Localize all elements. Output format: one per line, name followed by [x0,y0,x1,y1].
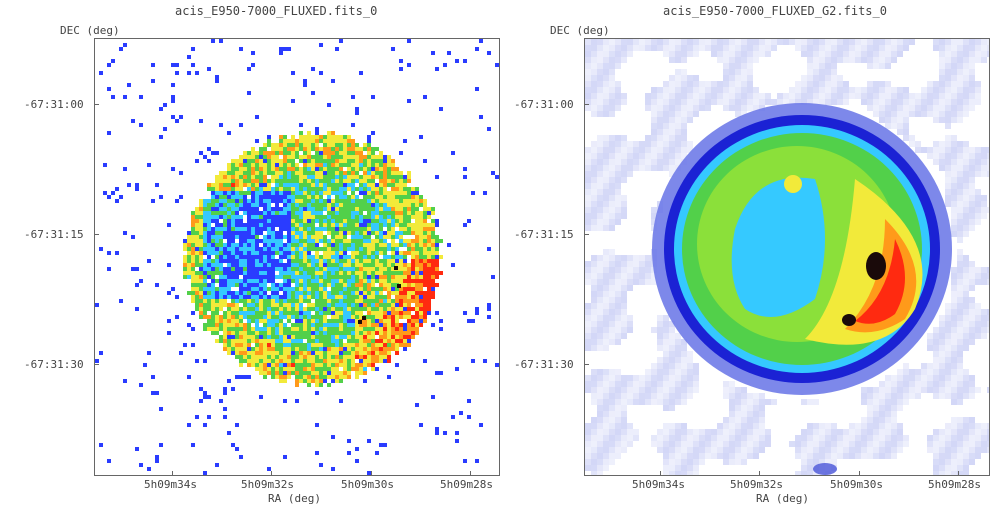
right-xtick-mark-2 [859,471,860,476]
right-ytick-mark-0 [584,104,589,105]
left-dec-tick-1: -67:31:15 [24,228,84,241]
left-ra-tick-2: 5h09m30s [341,478,394,491]
right-ra-axis-label: RA (deg) [756,492,809,505]
right-dec-tick-0: -67:31:00 [514,98,574,111]
right-ytick-mark-1 [584,234,589,235]
left-xtick-mark-1 [271,471,272,476]
left-dec-axis-label: DEC (deg) [60,24,120,37]
left-ra-axis-label: RA (deg) [268,492,321,505]
left-xtick-mark-3 [470,471,471,476]
left-dec-tick-0: -67:31:00 [24,98,84,111]
right-ra-tick-1: 5h09m32s [730,478,783,491]
right-xtick-mark-1 [759,471,760,476]
right-ra-tick-0: 5h09m34s [632,478,685,491]
right-image-frame[interactable] [584,38,990,476]
left-ytick-mark-1 [94,234,99,235]
left-xtick-mark-0 [172,471,173,476]
left-xray-image [95,39,499,475]
right-ra-tick-2: 5h09m30s [830,478,883,491]
right-ytick-mark-2 [584,364,589,365]
right-image-panel: acis_E950-7000_FLUXED_G2.fits_0 DEC (deg… [500,0,1000,514]
left-panel-title: acis_E950-7000_FLUXED.fits_0 [175,4,378,18]
left-image-frame[interactable] [94,38,500,476]
left-ra-tick-1: 5h09m32s [241,478,294,491]
right-panel-title: acis_E950-7000_FLUXED_G2.fits_0 [663,4,887,18]
left-dec-tick-2: -67:31:30 [24,358,84,371]
right-dec-axis-label: DEC (deg) [550,24,610,37]
right-ra-tick-3: 5h09m28s [928,478,981,491]
right-xtick-mark-0 [660,471,661,476]
right-dec-tick-2: -67:31:30 [514,358,574,371]
left-image-panel: acis_E950-7000_FLUXED.fits_0 DEC (deg) -… [24,4,500,505]
left-ra-tick-0: 5h09m34s [144,478,197,491]
left-xtick-mark-2 [371,471,372,476]
left-ytick-mark-2 [94,364,99,365]
right-xray-image-smoothed [585,39,989,475]
right-xtick-mark-3 [958,471,959,476]
left-ra-tick-3: 5h09m28s [440,478,493,491]
left-ytick-mark-0 [94,104,99,105]
right-dec-tick-1: -67:31:15 [514,228,574,241]
